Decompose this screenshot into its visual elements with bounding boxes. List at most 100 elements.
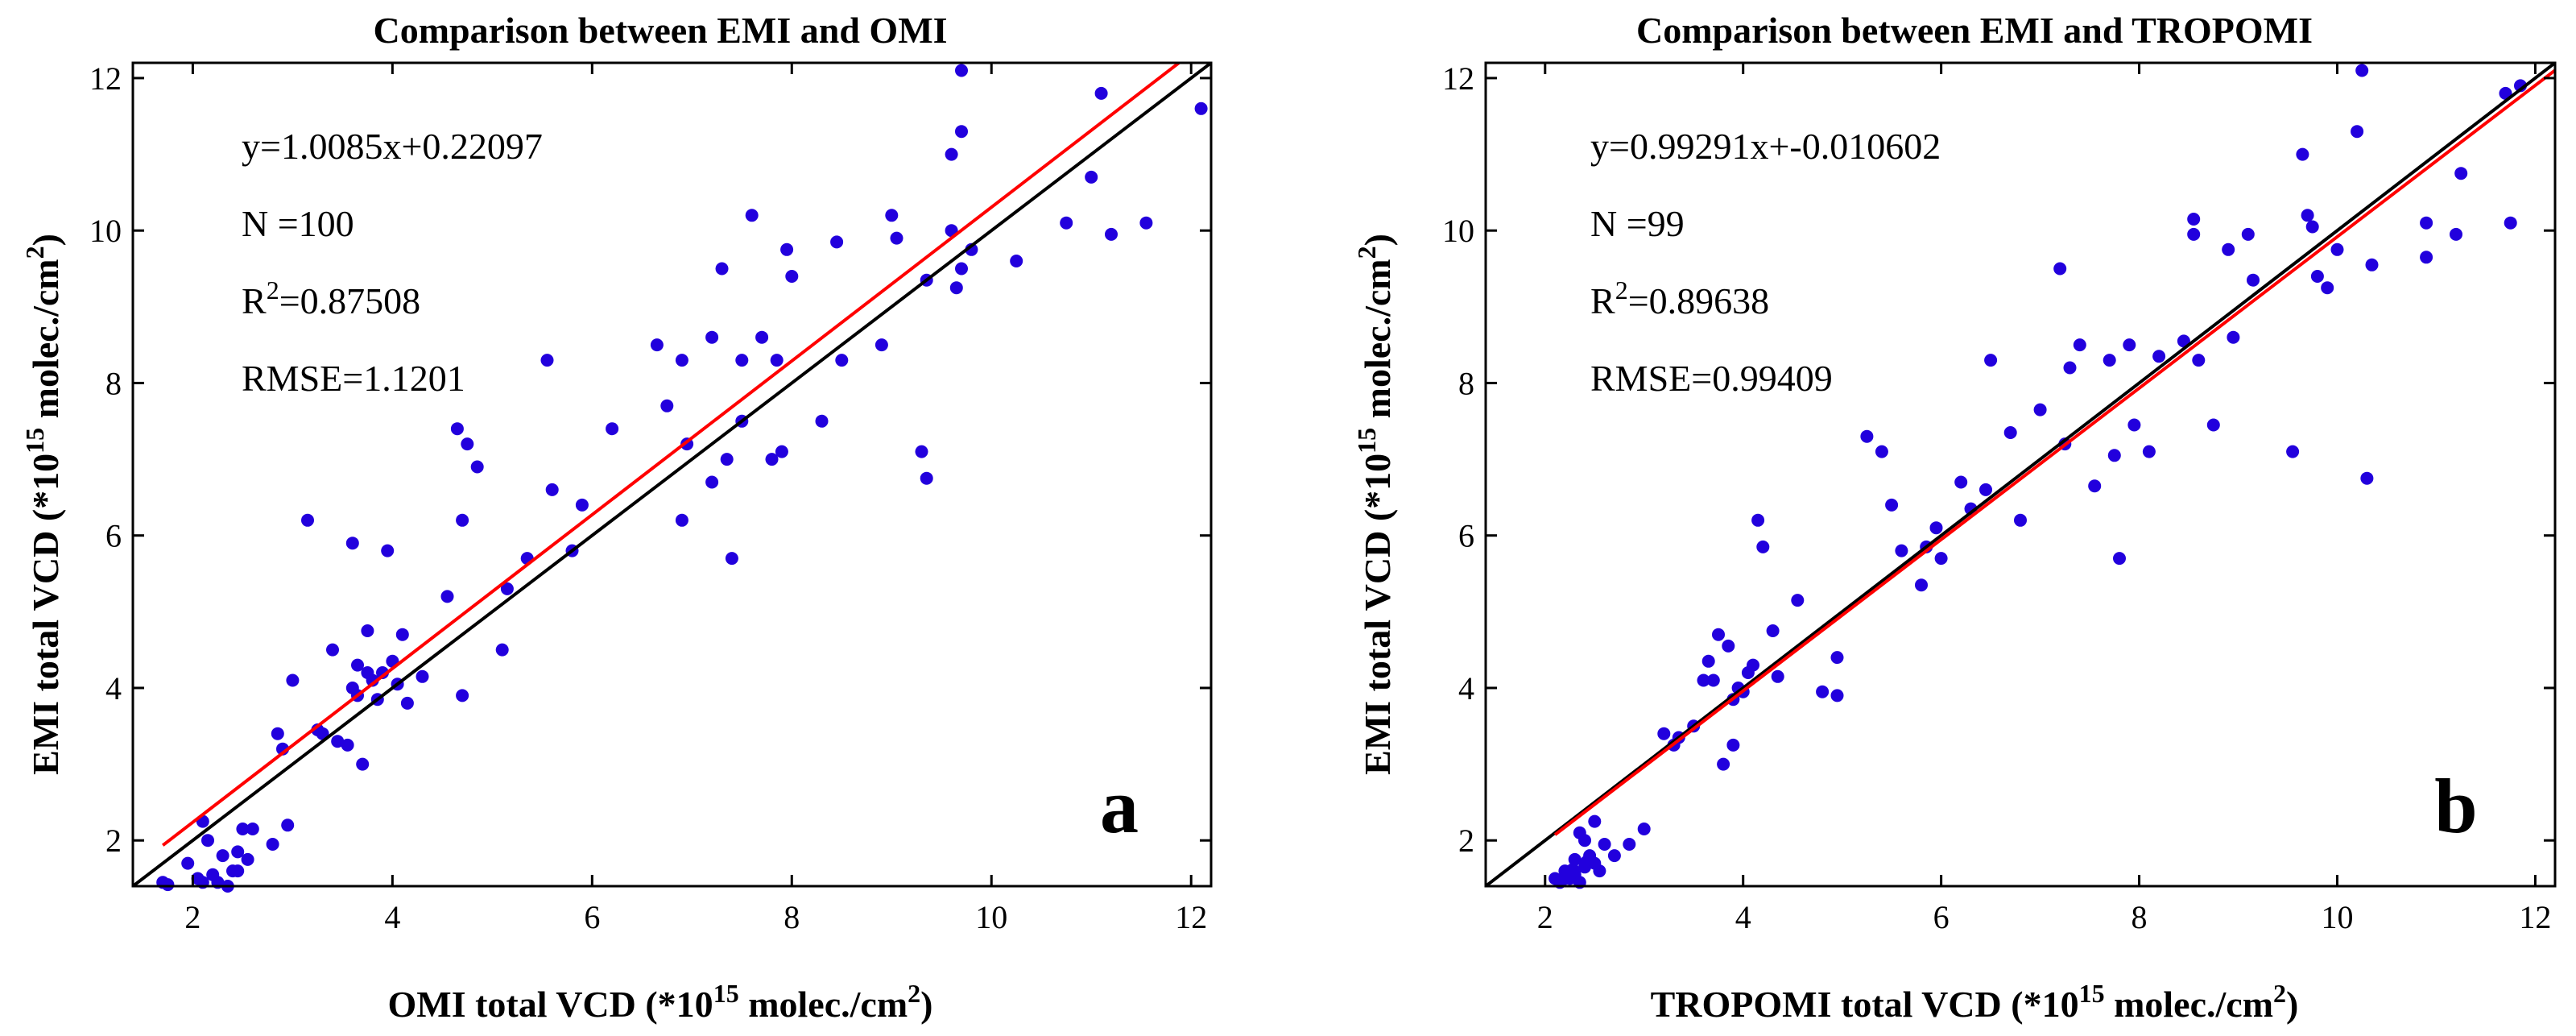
data-point xyxy=(2088,479,2102,493)
data-point xyxy=(2152,350,2166,363)
data-point xyxy=(1085,170,1098,184)
data-point xyxy=(2450,227,2462,241)
x-axis-label: TROPOMI total VCD (*1015 molec./cm2) xyxy=(1651,979,2299,1025)
data-point xyxy=(1598,838,1611,851)
x-axis-label: OMI total VCD (*1015 molec./cm2) xyxy=(388,979,933,1025)
data-point xyxy=(1578,834,1591,847)
data-point xyxy=(1979,483,1992,496)
data-point xyxy=(650,338,664,352)
y-tick-label: 6 xyxy=(105,518,122,554)
data-point xyxy=(2351,125,2364,139)
x-tick-label: 4 xyxy=(1735,899,1751,935)
data-point xyxy=(440,590,454,603)
data-point xyxy=(2033,403,2047,416)
data-point xyxy=(1607,849,1621,863)
data-point xyxy=(1722,639,1735,653)
data-point xyxy=(2003,426,2017,439)
data-point xyxy=(606,422,619,436)
data-point xyxy=(920,471,933,485)
data-point xyxy=(755,330,769,344)
data-point xyxy=(1726,738,1740,752)
data-point xyxy=(2420,251,2433,264)
sample-count: N =99 xyxy=(1590,203,1685,244)
data-point xyxy=(266,838,279,851)
data-point xyxy=(326,643,339,657)
data-point xyxy=(1830,689,1844,702)
data-point xyxy=(2296,147,2309,161)
data-point xyxy=(885,209,899,222)
data-point xyxy=(2142,445,2156,458)
data-point xyxy=(395,628,409,641)
data-point xyxy=(955,125,968,139)
data-point xyxy=(2310,270,2324,283)
x-tick-label: 12 xyxy=(1175,899,1207,935)
data-point xyxy=(1566,863,1580,876)
data-point xyxy=(351,658,364,672)
data-point xyxy=(1751,513,1765,527)
data-point xyxy=(2420,216,2433,230)
data-point xyxy=(281,818,295,832)
data-point xyxy=(715,262,729,276)
data-point xyxy=(2360,471,2374,485)
r-squared: R2=0.89638 xyxy=(1590,276,1769,321)
data-point xyxy=(775,445,788,458)
data-point xyxy=(236,823,250,835)
data-point xyxy=(2305,220,2319,234)
data-point xyxy=(416,669,429,683)
y-tick-label: 6 xyxy=(1458,518,1474,554)
data-point xyxy=(955,64,968,77)
data-point xyxy=(1875,445,1888,458)
x-tick-label: 12 xyxy=(2519,899,2551,935)
data-point xyxy=(2053,262,2067,276)
data-point xyxy=(2365,258,2379,271)
data-point xyxy=(1060,216,1073,230)
data-point xyxy=(331,735,345,748)
rmse: RMSE=1.1201 xyxy=(242,358,465,399)
data-point xyxy=(575,498,589,512)
data-point xyxy=(1593,864,1606,878)
data-point xyxy=(366,673,379,687)
chart-title: Comparison between EMI and TROPOMI xyxy=(1636,10,2313,51)
data-point xyxy=(1558,872,1572,885)
regression-line xyxy=(161,63,1182,847)
data-point xyxy=(456,513,469,527)
data-point xyxy=(2063,361,2077,375)
data-point xyxy=(1915,578,1928,592)
data-point xyxy=(890,231,903,245)
data-point xyxy=(1895,544,1908,557)
regression-equation: y=1.0085x+0.22097 xyxy=(242,126,543,167)
data-point xyxy=(286,673,300,687)
panel-a: Comparison between EMI and OMI OMI total… xyxy=(20,10,1213,1025)
data-point xyxy=(1984,354,1998,367)
y-tick-label: 8 xyxy=(105,365,122,401)
data-point xyxy=(770,354,784,367)
x-tick-label: 8 xyxy=(784,899,800,935)
data-point xyxy=(361,624,374,637)
y-tick-label: 4 xyxy=(1458,670,1474,707)
y-tick-label: 10 xyxy=(1442,213,1474,249)
data-point xyxy=(2355,64,2369,77)
data-point xyxy=(181,856,195,870)
y-tick-label: 12 xyxy=(89,60,122,97)
identity-line xyxy=(1486,63,2555,886)
data-point xyxy=(2504,216,2517,230)
data-point xyxy=(456,689,469,702)
data-point xyxy=(2187,213,2201,226)
x-tick-label: 6 xyxy=(584,899,600,935)
data-point xyxy=(675,513,688,527)
data-point xyxy=(1756,540,1770,553)
data-point xyxy=(660,399,674,412)
data-point xyxy=(1791,594,1805,607)
data-point xyxy=(495,643,509,657)
data-point xyxy=(356,757,370,771)
scatter-points xyxy=(156,64,1208,893)
data-point xyxy=(2330,242,2344,256)
data-point xyxy=(1741,666,1755,679)
data-point xyxy=(381,544,395,557)
data-point xyxy=(2187,227,2201,241)
data-point xyxy=(470,460,484,474)
data-point xyxy=(2192,354,2206,367)
identity-line xyxy=(133,63,1211,886)
x-tick-label: 10 xyxy=(2321,899,2353,935)
